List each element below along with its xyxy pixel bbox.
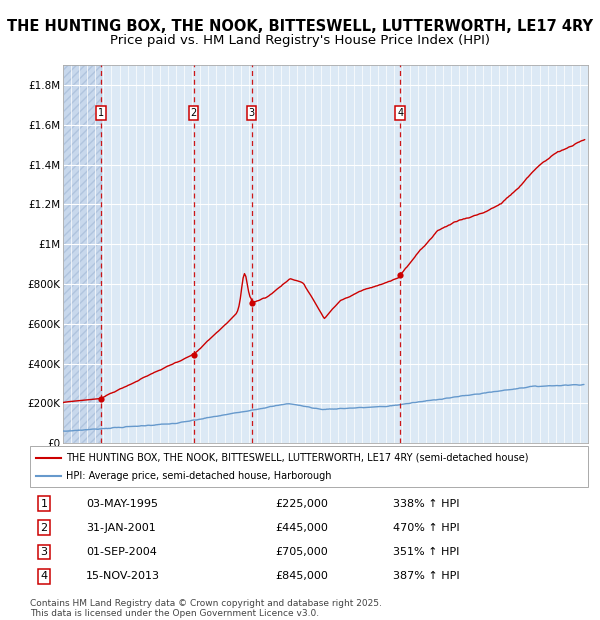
Text: Contains HM Land Registry data © Crown copyright and database right 2025.
This d: Contains HM Land Registry data © Crown c… <box>30 599 382 618</box>
Text: 1: 1 <box>98 108 104 118</box>
Text: 470% ↑ HPI: 470% ↑ HPI <box>392 523 460 533</box>
Text: 1: 1 <box>40 498 47 508</box>
Text: 387% ↑ HPI: 387% ↑ HPI <box>392 571 460 581</box>
Text: 2: 2 <box>40 523 47 533</box>
Text: 31-JAN-2001: 31-JAN-2001 <box>86 523 155 533</box>
Text: 3: 3 <box>248 108 254 118</box>
Text: 4: 4 <box>40 571 47 581</box>
Text: THE HUNTING BOX, THE NOOK, BITTESWELL, LUTTERWORTH, LE17 4RY (semi-detached hous: THE HUNTING BOX, THE NOOK, BITTESWELL, L… <box>66 453 529 463</box>
Text: Price paid vs. HM Land Registry's House Price Index (HPI): Price paid vs. HM Land Registry's House … <box>110 34 490 47</box>
Text: 03-MAY-1995: 03-MAY-1995 <box>86 498 158 508</box>
Text: HPI: Average price, semi-detached house, Harborough: HPI: Average price, semi-detached house,… <box>66 471 332 481</box>
Text: 01-SEP-2004: 01-SEP-2004 <box>86 547 157 557</box>
Text: £845,000: £845,000 <box>275 571 328 581</box>
Text: 4: 4 <box>397 108 403 118</box>
Text: £705,000: £705,000 <box>275 547 328 557</box>
Text: £445,000: £445,000 <box>275 523 328 533</box>
Text: £225,000: £225,000 <box>275 498 328 508</box>
Text: 2: 2 <box>190 108 197 118</box>
Text: 15-NOV-2013: 15-NOV-2013 <box>86 571 160 581</box>
Text: THE HUNTING BOX, THE NOOK, BITTESWELL, LUTTERWORTH, LE17 4RY: THE HUNTING BOX, THE NOOK, BITTESWELL, L… <box>7 19 593 33</box>
Text: 351% ↑ HPI: 351% ↑ HPI <box>392 547 459 557</box>
Text: 338% ↑ HPI: 338% ↑ HPI <box>392 498 459 508</box>
Bar <box>63 65 101 443</box>
Text: 3: 3 <box>40 547 47 557</box>
